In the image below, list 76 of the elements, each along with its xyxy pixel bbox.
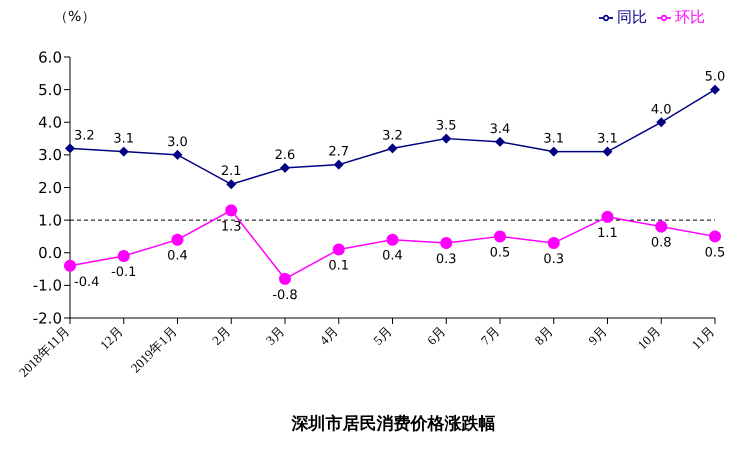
y-tick-label: 6.0 [38,48,62,66]
y-tick-label: 0.0 [38,244,62,262]
data-label: 3.1 [113,132,134,147]
point [441,134,452,144]
data-label: -0.8 [272,288,298,303]
x-tick-label: 10月 [634,324,664,353]
point [334,160,344,170]
x-tick-label: 12月 [96,324,126,353]
point [226,179,236,190]
legend-label: 环比 [675,8,705,26]
data-label: -0.1 [111,265,136,280]
data-label: 0.3 [436,252,457,267]
point [710,84,720,95]
y-tick-label: 3.0 [38,146,62,164]
point [386,234,398,246]
y-tick-label: 5.0 [38,80,62,99]
data-label: 2.6 [274,148,296,163]
data-label: -0.4 [74,274,100,290]
point [279,272,291,285]
x-tick-label: 2月 [208,324,234,348]
y-tick-label: 4.0 [38,114,62,132]
data-label: 5.0 [704,70,726,85]
data-label: 1.3 [220,219,242,234]
data-label: 3.5 [436,118,457,134]
y-tick-label: -2.0 [32,309,62,328]
data-label: 0.3 [543,252,564,267]
data-label: 3.4 [490,122,510,137]
point [225,204,238,216]
data-label: 3.2 [74,128,95,144]
data-label: 0.4 [382,248,403,264]
x-tick-label: 6月 [424,324,448,348]
data-label: 2.1 [220,164,242,180]
y-tick-label: 1.0 [38,211,62,230]
point [172,150,182,160]
data-label: 0.5 [490,245,510,260]
point [388,143,398,154]
x-tick-label: 4月 [316,324,341,348]
x-tick-label: 8月 [531,324,556,348]
data-label: 0.5 [704,245,726,260]
x-tick-label: 11月 [688,324,718,352]
legend-label: 同比 [617,8,647,26]
point [440,236,452,249]
data-label: 0.4 [167,248,188,264]
point [280,162,290,173]
y-axis-title: （%） [54,8,96,26]
data-label: 3.2 [382,128,403,144]
point [172,234,184,246]
point [118,146,129,157]
point [602,146,612,157]
y-tick-label: -1.0 [32,276,62,295]
point [65,143,75,154]
point [709,230,721,242]
data-label: 2.7 [328,144,350,160]
data-label: 0.8 [650,236,672,251]
text: 深圳市居民消费价格涨跌幅 [290,413,496,435]
data-label: 3.0 [167,134,188,150]
point [118,250,130,262]
x-tick-label: 5月 [370,324,395,348]
data-label: 1.1 [597,226,618,241]
y-tick-label: 2.0 [38,178,62,197]
point [602,210,614,223]
point [548,146,559,157]
point [655,220,668,233]
x-tick-label: 9月 [585,324,610,348]
point [494,230,506,242]
data-label: 3.1 [597,132,618,147]
point [548,236,560,249]
point [495,136,505,147]
data-label: 0.1 [328,258,350,274]
point [656,117,666,128]
point [332,243,345,256]
point [64,260,76,272]
data-label: 3.1 [543,132,564,147]
x-tick-label: 7月 [478,324,502,348]
data-label: 4.0 [650,102,672,118]
x-tick-label: 3月 [262,324,288,348]
